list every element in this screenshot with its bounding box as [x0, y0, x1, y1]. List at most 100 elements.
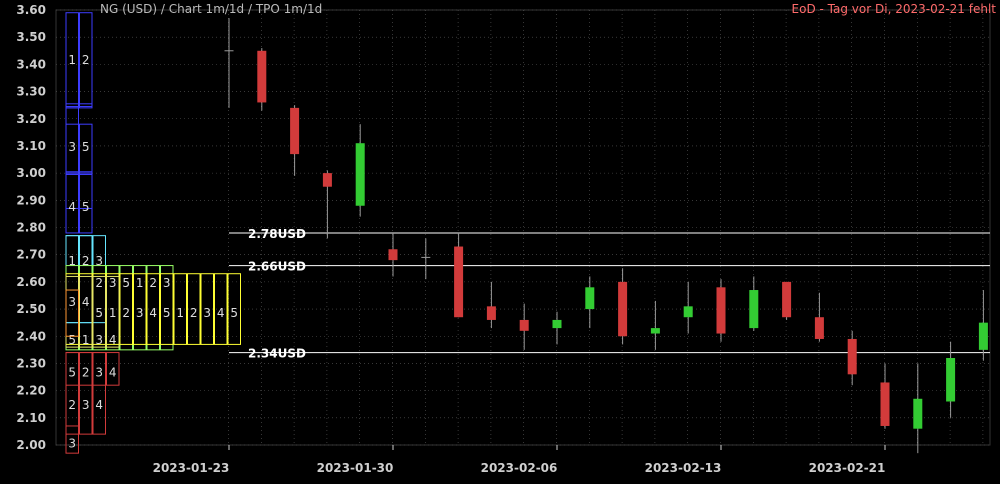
tpo-box [133, 273, 147, 345]
tpo-box [79, 103, 93, 108]
x-tick-label: 2023-02-13 [645, 461, 722, 475]
tpo-box [65, 235, 79, 324]
tpo-box [200, 273, 214, 345]
tpo-letter: 2 [95, 276, 103, 290]
tpo-letter: 4 [217, 306, 225, 320]
candle-body [585, 287, 595, 310]
tpo-letter: 3 [68, 140, 76, 154]
tpo-letter: 3 [82, 398, 90, 412]
tpo-letter: 5 [82, 200, 90, 214]
tpo-box [79, 352, 93, 435]
y-tick-label: 3.10 [16, 139, 46, 153]
x-tick-label: 2023-01-30 [317, 461, 394, 475]
candle-body [454, 246, 464, 318]
tpo-box [65, 172, 79, 234]
candle-body [683, 306, 693, 318]
tpo-box [79, 172, 93, 234]
tpo-letter: 2 [82, 53, 90, 67]
tpo-letter: 2 [190, 306, 198, 320]
y-tick-label: 2.20 [16, 384, 46, 398]
y-tick-label: 3.30 [16, 85, 46, 99]
y-tick-label: 3.50 [16, 30, 46, 44]
tpo-box [79, 275, 93, 348]
tpo-letter: 4 [68, 200, 76, 214]
candle-body [618, 281, 628, 337]
candle-body [880, 382, 890, 426]
candle-body [290, 107, 300, 155]
candle-body [486, 306, 496, 320]
y-tick-label: 2.30 [16, 356, 46, 370]
tpo-letter: 2 [82, 366, 90, 380]
tpo-box [79, 235, 93, 324]
tpo-letter: 3 [203, 306, 211, 320]
tpo-box [227, 273, 241, 345]
candle-body [650, 328, 660, 334]
y-tick-label: 3.00 [16, 166, 46, 180]
y-tick-label: 2.90 [16, 193, 46, 207]
tpo-letter: 3 [68, 295, 76, 309]
tpo-letter: 3 [136, 306, 144, 320]
tpo-letter: 4 [109, 333, 117, 347]
tpo-box [65, 123, 79, 209]
tpo-box [119, 273, 133, 345]
y-tick-label: 3.40 [16, 57, 46, 71]
tpo-letter: 5 [230, 306, 238, 320]
tpo-box [160, 273, 174, 345]
y-tick-label: 2.60 [16, 275, 46, 289]
candle-body [355, 143, 365, 206]
tpo-letter: 3 [95, 366, 103, 380]
tpo-letter: 5 [68, 366, 76, 380]
chart-title: NG (USD) / Chart 1m/1d / TPO 1m/1d [100, 2, 323, 16]
tpo-letter: 5 [163, 306, 171, 320]
status-message: EoD - Tag vor Di, 2023-02-21 fehlt [791, 2, 996, 16]
tpo-letter: 4 [82, 295, 90, 309]
tpo-box [146, 273, 160, 345]
level-label: 2.66USD [248, 260, 306, 274]
tpo-letter: 3 [95, 254, 103, 268]
tpo-letter: 4 [149, 306, 157, 320]
candle-body [257, 50, 267, 103]
tpo-box [106, 275, 120, 348]
level-label: 2.34USD [248, 347, 306, 361]
y-tick-label: 2.40 [16, 329, 46, 343]
candle-body [946, 358, 956, 402]
tpo-box [187, 273, 201, 345]
candle-body [322, 173, 332, 187]
tpo-box [65, 352, 79, 435]
y-tick-label: 2.10 [16, 411, 46, 425]
tpo-letter: 3 [95, 333, 103, 347]
tpo-box [65, 289, 79, 337]
candle-body [749, 290, 759, 329]
tpo-box [79, 123, 93, 209]
tpo-box [214, 273, 228, 345]
y-tick-label: 3.20 [16, 112, 46, 126]
candle-body [847, 338, 857, 375]
tpo-letter: 1 [68, 53, 76, 67]
tpo-letter: 5 [82, 140, 90, 154]
candle-body [519, 319, 529, 331]
tpo-letter: 3 [109, 276, 117, 290]
tpo-letter: 5 [122, 276, 130, 290]
tpo-letter: 2 [82, 254, 90, 268]
candle-body [814, 317, 824, 339]
x-tick-label: 2023-02-21 [809, 461, 886, 475]
tpo-box [79, 171, 93, 175]
tpo-letter: 2 [149, 276, 157, 290]
level-label: 2.78USD [248, 227, 306, 241]
tpo-box [65, 425, 79, 454]
tpo-box [65, 103, 79, 108]
tpo-box [92, 352, 106, 435]
tpo-box [173, 273, 187, 345]
tpo-letter: 2 [122, 306, 130, 320]
tpo-letter: 5 [68, 333, 76, 347]
tpo-box [79, 235, 93, 324]
tpo-letter: 1 [82, 333, 90, 347]
candle-body [388, 249, 398, 261]
candle-body [978, 322, 988, 350]
y-tick-label: 3.60 [16, 3, 46, 17]
tpo-letter: 5 [95, 306, 103, 320]
y-tick-label: 2.50 [16, 302, 46, 316]
tpo-letter: 2 [68, 398, 76, 412]
